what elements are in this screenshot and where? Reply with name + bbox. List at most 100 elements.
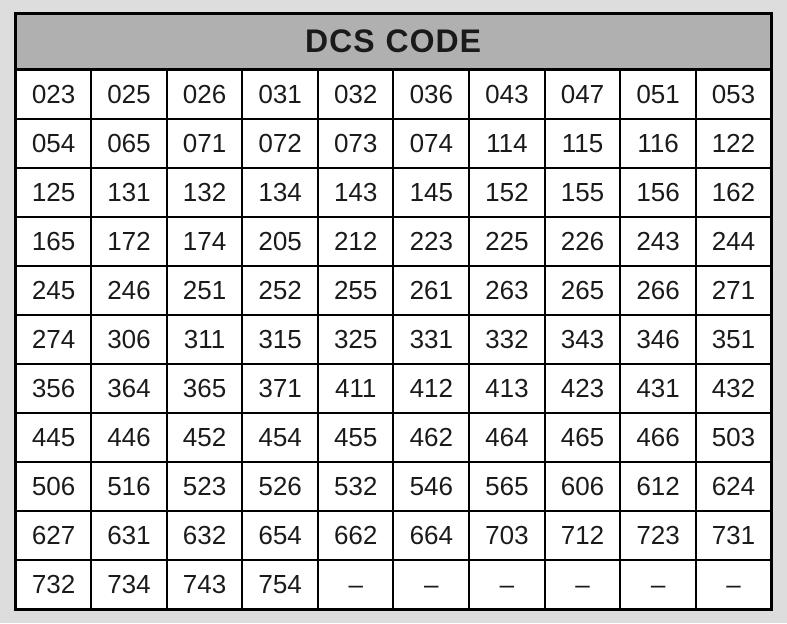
table-cell: 165 xyxy=(16,217,92,266)
table-cell: 466 xyxy=(620,413,696,462)
table-cell: 223 xyxy=(393,217,469,266)
table-cell: 152 xyxy=(469,168,545,217)
table-cell: 732 xyxy=(16,560,92,610)
table-cell: 446 xyxy=(91,413,167,462)
table-cell: 516 xyxy=(91,462,167,511)
table-cell: 523 xyxy=(167,462,243,511)
table-row: 627631632654662664703712723731 xyxy=(16,511,772,560)
table-row: 054065071072073074114115116122 xyxy=(16,119,772,168)
table-cell: 261 xyxy=(393,266,469,315)
table-cell: 274 xyxy=(16,315,92,364)
table-cell: 122 xyxy=(696,119,772,168)
table-cell: 205 xyxy=(242,217,318,266)
table-cell: 412 xyxy=(393,364,469,413)
table-cell: 271 xyxy=(696,266,772,315)
table-cell: 132 xyxy=(167,168,243,217)
dcs-code-table: DCS CODE 0230250260310320360430470510530… xyxy=(14,12,773,611)
table-cell: 346 xyxy=(620,315,696,364)
table-cell: 546 xyxy=(393,462,469,511)
table-cell: 506 xyxy=(16,462,92,511)
table-cell: 365 xyxy=(167,364,243,413)
table-row: 732734743754–––––– xyxy=(16,560,772,610)
table-cell: 031 xyxy=(242,70,318,120)
table-cell: 172 xyxy=(91,217,167,266)
table-cell: 731 xyxy=(696,511,772,560)
table-cell: 351 xyxy=(696,315,772,364)
table-cell: 051 xyxy=(620,70,696,120)
table-row: 274306311315325331332343346351 xyxy=(16,315,772,364)
table-cell: 311 xyxy=(167,315,243,364)
table-cell: 155 xyxy=(545,168,621,217)
table-cell: 356 xyxy=(16,364,92,413)
table-cell: 115 xyxy=(545,119,621,168)
table-cell: 243 xyxy=(620,217,696,266)
table-cell: 174 xyxy=(167,217,243,266)
table-cell: 465 xyxy=(545,413,621,462)
table-cell: 462 xyxy=(393,413,469,462)
table-cell: – xyxy=(393,560,469,610)
table-cell: 032 xyxy=(318,70,394,120)
table-cell: 145 xyxy=(393,168,469,217)
table-cell: 251 xyxy=(167,266,243,315)
table-cell: 455 xyxy=(318,413,394,462)
table-cell: 526 xyxy=(242,462,318,511)
table-cell: 432 xyxy=(696,364,772,413)
table-cell: 026 xyxy=(167,70,243,120)
dcs-code-table-container: DCS CODE 0230250260310320360430470510530… xyxy=(0,0,787,623)
table-cell: 054 xyxy=(16,119,92,168)
table-cell: 246 xyxy=(91,266,167,315)
table-cell: 452 xyxy=(167,413,243,462)
table-cell: 631 xyxy=(91,511,167,560)
table-cell: 612 xyxy=(620,462,696,511)
table-cell: 036 xyxy=(393,70,469,120)
table-cell: 306 xyxy=(91,315,167,364)
table-cell: 423 xyxy=(545,364,621,413)
table-row: 356364365371411412413423431432 xyxy=(16,364,772,413)
table-cell: 703 xyxy=(469,511,545,560)
table-cell: – xyxy=(620,560,696,610)
table-cell: 445 xyxy=(16,413,92,462)
table-cell: 131 xyxy=(91,168,167,217)
table-cell: 134 xyxy=(242,168,318,217)
table-cell: 325 xyxy=(318,315,394,364)
table-cell: 065 xyxy=(91,119,167,168)
table-cell: 225 xyxy=(469,217,545,266)
table-cell: 364 xyxy=(91,364,167,413)
table-cell: 654 xyxy=(242,511,318,560)
table-cell: 431 xyxy=(620,364,696,413)
table-cell: 332 xyxy=(469,315,545,364)
table-row: 245246251252255261263265266271 xyxy=(16,266,772,315)
table-row: 506516523526532546565606612624 xyxy=(16,462,772,511)
table-cell: 071 xyxy=(167,119,243,168)
table-cell: 025 xyxy=(91,70,167,120)
table-cell: 315 xyxy=(242,315,318,364)
table-cell: 411 xyxy=(318,364,394,413)
table-cell: 343 xyxy=(545,315,621,364)
table-cell: 074 xyxy=(393,119,469,168)
table-cell: 047 xyxy=(545,70,621,120)
table-cell: 331 xyxy=(393,315,469,364)
table-cell: 226 xyxy=(545,217,621,266)
table-cell: 263 xyxy=(469,266,545,315)
table-cell: 754 xyxy=(242,560,318,610)
table-cell: 664 xyxy=(393,511,469,560)
table-cell: 266 xyxy=(620,266,696,315)
table-cell: 023 xyxy=(16,70,92,120)
table-cell: 734 xyxy=(91,560,167,610)
table-row: 445446452454455462464465466503 xyxy=(16,413,772,462)
table-cell: 662 xyxy=(318,511,394,560)
table-cell: 125 xyxy=(16,168,92,217)
table-cell: 072 xyxy=(242,119,318,168)
table-row: 023025026031032036043047051053 xyxy=(16,70,772,120)
table-cell: 143 xyxy=(318,168,394,217)
table-cell: 454 xyxy=(242,413,318,462)
table-cell: 413 xyxy=(469,364,545,413)
table-cell: 723 xyxy=(620,511,696,560)
table-cell: 565 xyxy=(469,462,545,511)
table-cell: – xyxy=(696,560,772,610)
table-cell: 255 xyxy=(318,266,394,315)
table-body: 0230250260310320360430470510530540650710… xyxy=(16,70,772,610)
table-cell: 043 xyxy=(469,70,545,120)
table-cell: 156 xyxy=(620,168,696,217)
table-cell: 212 xyxy=(318,217,394,266)
